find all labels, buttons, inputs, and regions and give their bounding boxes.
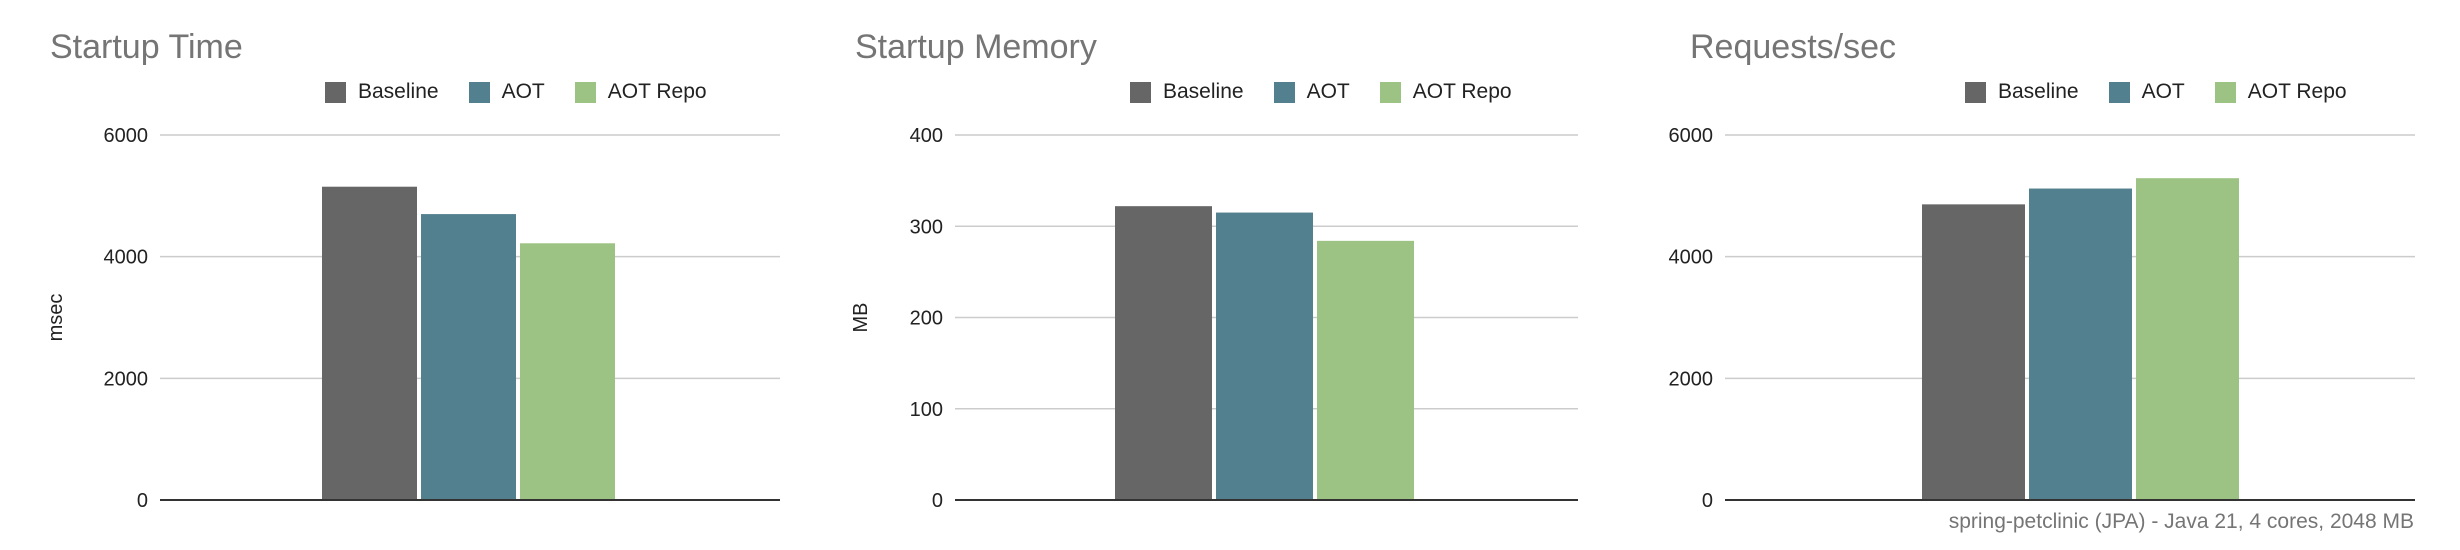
chart-footnote: spring-petclinic (JPA) - Java 21, 4 core…	[1948, 510, 2414, 533]
chart-legend: Baseline AOT AOT Repo	[1965, 80, 2347, 104]
legend-swatch	[2108, 81, 2130, 103]
bar-aot	[1216, 212, 1313, 500]
chart-plot-area: 0 100 200 300 400 MB	[850, 125, 1578, 512]
chart-legend: Baseline AOT AOT Repo	[1130, 80, 1512, 104]
chart-title: Requests/sec	[1690, 28, 1896, 66]
y-tick-label: 0	[932, 490, 943, 512]
y-tick-label: 200	[910, 308, 943, 330]
bar-baseline	[322, 186, 417, 501]
legend-item-aot-repo: AOT Repo	[2214, 80, 2347, 104]
chart-title: Startup Time	[50, 28, 243, 66]
legend-swatch	[1379, 81, 1401, 103]
y-axis-label: MB	[850, 303, 872, 333]
y-tick-label: 6000	[1669, 125, 1714, 147]
y-tick-label: 0	[137, 490, 148, 512]
chart-plot-area: 0 2000 4000 6000	[1669, 125, 2415, 512]
y-tick-label: 0	[1702, 490, 1713, 512]
legend-label: AOT Repo	[1412, 80, 1512, 103]
legend-swatch	[574, 81, 596, 103]
chart-legend: Baseline AOT AOT Repo	[325, 80, 707, 104]
legend-label: Baseline	[1163, 80, 1244, 103]
y-tick-label: 6000	[104, 125, 149, 147]
y-tick-label: 2000	[104, 368, 149, 390]
y-tick-label: 4000	[104, 247, 149, 269]
bar-aot-repo	[2136, 178, 2239, 501]
legend-item-aot-repo: AOT Repo	[1379, 80, 1512, 104]
legend-swatch	[1273, 81, 1295, 103]
legend-swatch	[1130, 81, 1151, 103]
legend-label: AOT Repo	[607, 80, 707, 103]
y-tick-label: 300	[910, 216, 943, 238]
legend-label: Baseline	[358, 80, 439, 103]
bar-baseline	[1115, 206, 1212, 501]
legend-item-aot: AOT	[468, 80, 545, 104]
legend-item-aot: AOT	[2108, 80, 2185, 104]
legend-label: AOT	[2141, 80, 2185, 103]
chart-panel-requests-per-sec: Requests/sec Baseline AOT AOT Repo 0 2000…	[1640, 0, 2460, 550]
chart-panel-startup-time: Startup Time Baseline AOT AOT Repo 0 2000…	[0, 0, 800, 550]
chart-title: Startup Memory	[855, 28, 1097, 66]
bar-aot	[421, 214, 516, 501]
y-tick-label: 2000	[1669, 368, 1714, 390]
bar-baseline	[1922, 204, 2025, 500]
legend-label: Baseline	[1998, 80, 2079, 103]
legend-label: AOT Repo	[2247, 80, 2347, 103]
legend-swatch	[1965, 81, 1986, 103]
chart-plot-area: 0 2000 4000 6000 msec	[45, 125, 780, 512]
legend-label: AOT	[1306, 80, 1350, 103]
legend-item-aot: AOT	[1273, 80, 1350, 104]
y-tick-label: 4000	[1669, 247, 1714, 269]
legend-item-baseline: Baseline	[1130, 80, 1244, 104]
bar-aot-repo	[520, 243, 615, 501]
bar-aot	[2029, 188, 2132, 501]
legend-swatch	[325, 81, 346, 103]
legend-item-baseline: Baseline	[1965, 80, 2079, 104]
bar-aot-repo	[1317, 240, 1414, 500]
y-axis-label: msec	[45, 294, 67, 342]
y-tick-label: 100	[910, 399, 943, 421]
legend-swatch	[2214, 81, 2236, 103]
legend-item-baseline: Baseline	[325, 80, 439, 104]
legend-item-aot-repo: AOT Repo	[574, 80, 707, 104]
chart-panel-startup-memory: Startup Memory Baseline AOT AOT Repo 0 10…	[805, 0, 1605, 550]
y-tick-label: 400	[910, 125, 943, 147]
legend-label: AOT	[501, 80, 545, 103]
legend-swatch	[468, 81, 490, 103]
